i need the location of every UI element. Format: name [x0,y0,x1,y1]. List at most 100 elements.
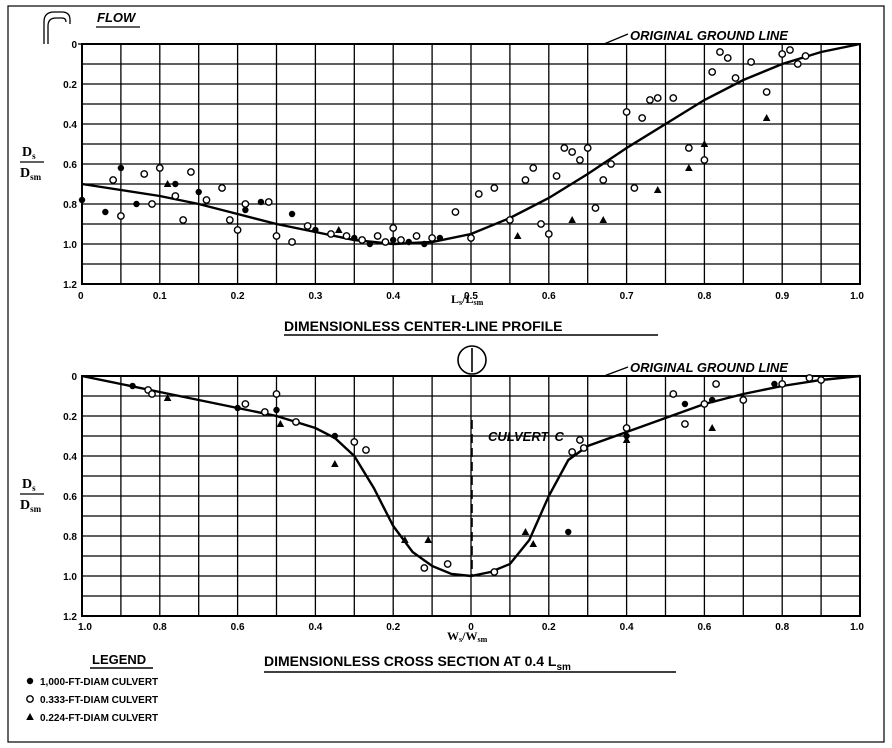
x-tick-label: 0.4 [620,622,634,633]
data-point-circle [583,144,592,152]
top-ground-line-label: ORIGINAL GROUND LINE [630,28,788,43]
bottom-x-axis-label: Ws/Wsm [447,629,488,644]
data-point-triangle [599,216,608,223]
data-point-triangle [622,436,631,443]
data-point-triangle [513,232,522,239]
centerline-profile-curve-group [81,42,861,246]
cross-section-curve-group [81,374,861,578]
y-tick-label: 1.2 [63,280,77,291]
data-point-dot [288,210,296,218]
data-point-dot [366,240,374,248]
flow-label: FLOW [97,10,137,25]
legend-item-label: 1,000-FT-DIAM CULVERT [40,677,158,688]
data-point-dot [133,200,140,208]
x-tick-label: 0 [78,291,84,302]
data-point-dot [421,240,428,248]
legend-item-label: 0.224-FT-DIAM CULVERT [40,713,158,724]
legend-marker-circle [26,695,34,703]
plot-area-border [81,43,861,285]
data-point-circle [397,236,405,244]
top-ground-line-leader [603,33,629,45]
data-point-circle [653,94,662,102]
y-tick-label: 1.2 [63,612,77,623]
bottom-chart-title: DIMENSIONLESS CROSS SECTION AT 0.4 Lsm [264,653,571,673]
x-tick-label: 0.4 [386,291,400,302]
data-point-circle [225,216,234,224]
cross-section-y-ticks: 0 0.2 0.4 0.6 0.8 1.0 1.2 [63,372,77,623]
data-point-circle [778,50,787,58]
data-point-circle [560,144,569,152]
data-point-dot [565,528,572,536]
data-point-circle [381,238,390,246]
data-point-dot [129,382,136,390]
data-point-triangle [700,140,709,147]
centerline-profile-chart: 0 0.1 0.2 0.3 0.4 0.5 0.6 0.7 0.8 0.9 1.0 00.20.40… [20,10,864,336]
data-point-dot [771,380,778,388]
top-x-axis-label: Ls/Lsm [451,292,484,307]
y-tick-label: 0 [71,40,77,51]
data-point-circle [793,60,802,68]
data-point-triangle [334,226,343,233]
figure-border [7,5,885,743]
data-point-triangle [424,536,433,543]
cross-section-x-ticks: 1.0 0.8 0.6 0.4 0.2 0 0.2 0.4 0.6 0.8 1.0 [78,622,864,633]
data-point-triangle [568,216,576,223]
centerline-profile-grid [81,43,861,285]
data-point-circle [638,114,647,122]
data-point-circle [420,564,429,572]
legend-marker-dot [26,677,34,685]
data-point-circle [443,560,452,568]
data-point-dot [405,238,412,246]
data-point-circle [747,58,755,66]
top-chart-title: DIMENSIONLESS CENTER-LINE PROFILE [284,318,562,334]
data-point-circle [202,196,211,204]
x-tick-label: 0 [468,622,474,633]
y-tick-label: 0 [71,372,77,383]
envelope-curve [81,374,861,578]
data-point-circle [467,234,475,242]
data-point-circle [373,232,382,240]
data-point-circle [622,108,631,116]
data-point-circle [272,232,281,240]
x-tick-label: 0.2 [386,622,400,633]
x-tick-label: 0.5 [464,291,478,302]
x-tick-label: 0.8 [153,622,167,633]
culvert-label: CULVERT C [488,429,564,444]
x-tick-label: 1.0 [78,622,92,633]
x-tick-label: 1.0 [850,291,864,302]
data-point-circle [723,54,732,62]
data-point-triangle [163,180,172,187]
data-point-triangle [685,164,693,171]
top-ylabel-top: Ds [22,145,36,161]
bottom-ylabel-top: Ds [22,477,36,493]
data-point-triangle [401,536,409,543]
data-point-circle [568,448,577,456]
x-tick-label: 0.2 [542,622,556,633]
centerline-profile-x-ticks: 0 0.1 0.2 0.3 0.4 0.5 0.6 0.7 0.8 0.9 1.0 [78,291,864,302]
data-point-circle [179,216,188,224]
data-point-circle [801,52,810,60]
x-tick-label: 0.1 [153,291,167,302]
bottom-ground-line-leader [603,366,629,377]
cross-section-points [129,374,825,576]
data-point-circle [607,160,615,168]
data-point-circle [148,390,156,398]
x-tick-label: 0.8 [697,291,711,302]
data-point-circle [342,232,351,240]
data-point-circle [171,192,180,200]
data-point-circle [505,216,514,224]
data-point-circle [576,436,584,444]
data-point-circle [327,230,335,238]
data-point-circle [576,156,584,164]
x-tick-label: 0.6 [542,291,556,302]
data-point-circle [187,168,195,176]
y-tick-label: 0.6 [63,492,77,503]
data-point-circle [521,176,530,184]
envelope-curve [81,42,861,246]
centerline-marker [457,345,487,375]
y-tick-label: 0.2 [63,80,77,91]
x-tick-label: 0.6 [697,622,711,633]
data-point-triangle [276,420,285,427]
data-point-circle [109,176,118,184]
